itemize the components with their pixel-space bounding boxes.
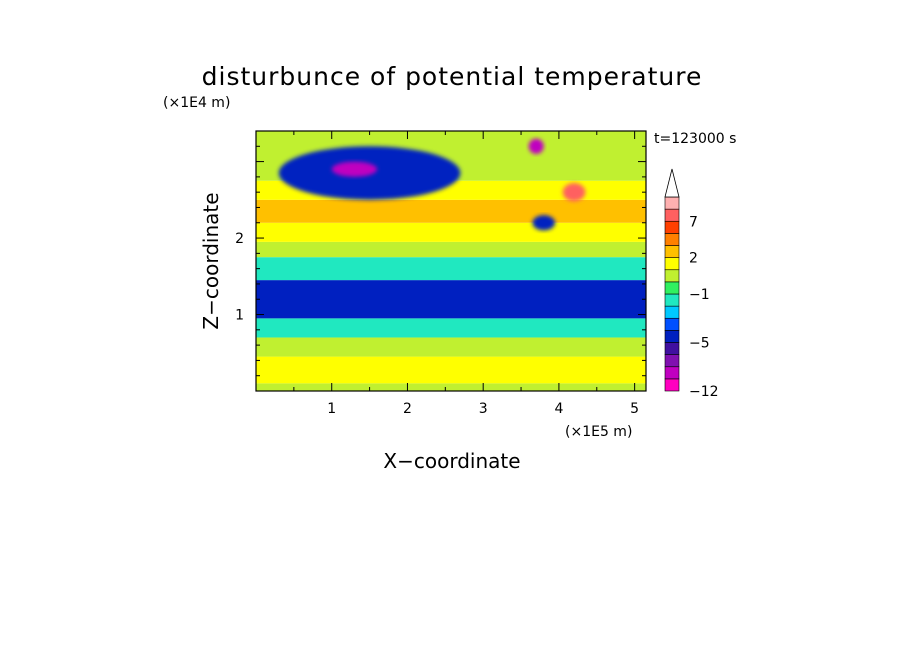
y-tick-label: 2 <box>235 231 244 247</box>
colorbar-segment <box>664 257 680 271</box>
colorbar-segment <box>664 317 680 331</box>
plot-frame <box>255 130 647 392</box>
x-tick-label: 1 <box>327 401 336 417</box>
colorbar-segment <box>664 245 680 258</box>
field-band-8 <box>256 199 646 223</box>
field-band-7 <box>256 222 646 242</box>
field-band-5 <box>256 257 646 281</box>
colorbar-tick-label: −1 <box>689 287 710 303</box>
colorbar-segment <box>664 330 680 343</box>
colorbar-segment <box>664 281 680 295</box>
chart-title: disturbunce of potential temperature <box>202 62 703 91</box>
x-tick-label: 2 <box>403 401 412 417</box>
field-feature-2 <box>532 215 556 231</box>
field-feature-3 <box>562 183 586 202</box>
colorbar-segment <box>664 293 680 307</box>
x-tick-label: 4 <box>554 401 563 417</box>
colorbar-segment <box>664 208 680 222</box>
colorbar-segment <box>664 220 680 234</box>
field-band-6 <box>256 241 646 258</box>
colorbar-segment <box>664 342 680 355</box>
colorbar-tick-label: 7 <box>689 214 698 230</box>
field-band-2 <box>256 337 646 357</box>
x-axis-label: X−coordinate <box>383 449 520 473</box>
field-band-3 <box>256 318 646 338</box>
y-tick-label: 1 <box>235 308 244 324</box>
plot-area <box>256 131 646 391</box>
y-unit-label: (×1E4 m) <box>163 95 230 111</box>
colorbar-tick-label: 2 <box>689 251 698 267</box>
colorbar-segment <box>664 378 680 392</box>
colorbar-segment <box>664 233 680 246</box>
x-unit-label: (×1E5 m) <box>565 424 632 440</box>
colorbar-segment <box>664 196 680 210</box>
colorbar-segment <box>664 305 680 319</box>
x-tick-label: 3 <box>479 401 488 417</box>
field-band-1 <box>256 356 646 384</box>
colorbar: −12−5−127 <box>664 168 719 400</box>
time-label: t=123000 s <box>654 131 736 147</box>
colorbar-segment <box>664 354 680 368</box>
field-band-4 <box>256 280 646 319</box>
field-feature-4 <box>528 138 544 154</box>
colorbar-extend-arrow <box>664 168 680 198</box>
field-feature-1 <box>331 161 378 177</box>
colorbar-segment <box>664 269 680 283</box>
x-tick-label: 5 <box>630 401 639 417</box>
field-band-0 <box>256 383 646 391</box>
colorbar-tick-label: −5 <box>689 336 710 352</box>
colorbar-tick-label: −12 <box>689 384 719 400</box>
colorbar-segment <box>664 366 680 380</box>
y-axis-label: Z−coordinate <box>199 192 223 329</box>
